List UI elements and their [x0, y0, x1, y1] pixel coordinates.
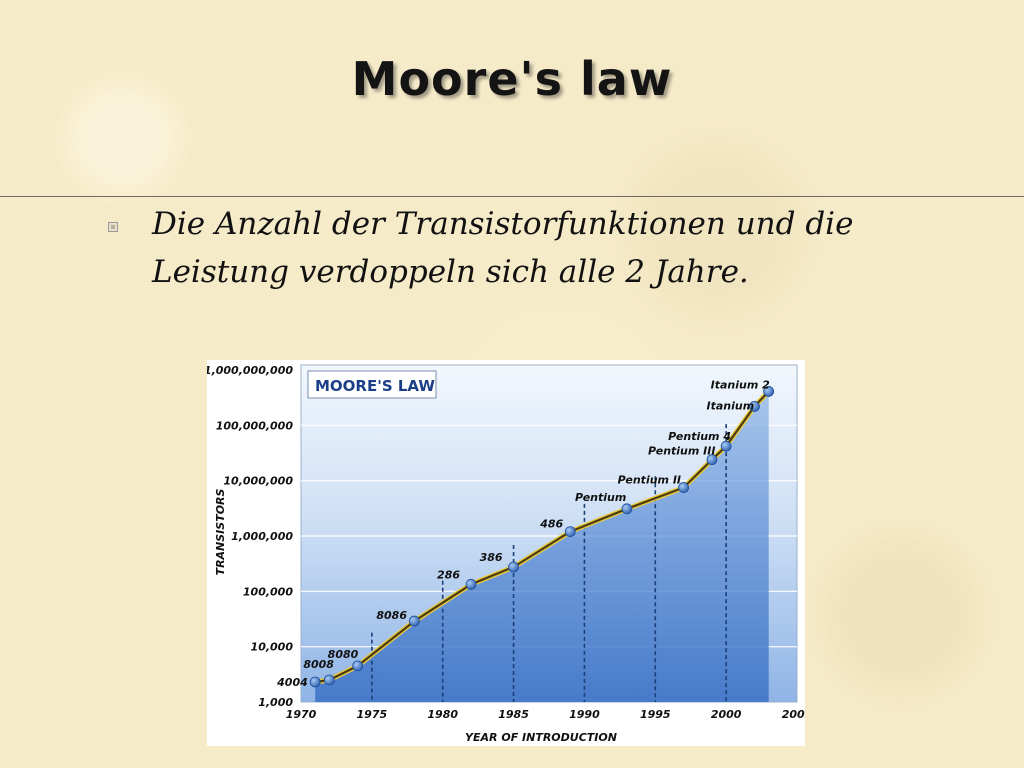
x-tick-label: 1995 [640, 708, 671, 721]
y-tick-label: 10,000 [251, 641, 294, 654]
point-label: 8080 [328, 648, 359, 661]
x-axis-label: YEAR OF INTRODUCTION [465, 731, 617, 744]
data-point-10 [720, 440, 732, 452]
y-tick-label: 100,000 [243, 585, 293, 598]
moores-law-chart: 4004 8008 8080 8086 286 386 486 Pentium Pentium … [207, 360, 805, 746]
y-tick-label: 10,000,000 [223, 475, 293, 488]
x-tick-label: 1980 [427, 708, 458, 721]
slide-title: Moore's law [351, 52, 673, 106]
y-axis-label: TRANSISTORS [214, 488, 227, 575]
point-label: 486 [539, 518, 563, 531]
x-tick-label: 2000 [711, 708, 742, 721]
chart-title-box [307, 370, 437, 399]
data-point-9 [706, 454, 718, 466]
point-label: Pentium [575, 491, 626, 504]
bullet-text: Die Anzahl der Transistorfunktionen und … [152, 206, 854, 290]
data-point-0 [309, 676, 321, 688]
y-tick-labels: 1,000 10,000 100,000 1,000,000 10,000,000 100… [207, 364, 293, 709]
x-tick-label: 1975 [357, 708, 388, 721]
data-point-2 [352, 660, 364, 672]
point-label: 8008 [303, 658, 334, 671]
point-label: Pentium II [618, 474, 681, 487]
point-label: Pentium III [648, 445, 716, 458]
point-label: 286 [437, 568, 460, 581]
x-tick-label: 2005 [782, 708, 805, 721]
y-tick-label: 100,000,000 [216, 419, 294, 432]
data-markers [309, 386, 775, 688]
y-tick-label: 1,000 [258, 696, 293, 709]
x-tick-label: 1990 [569, 708, 600, 721]
data-point-3 [408, 615, 420, 627]
point-label: Pentium 4 [668, 430, 731, 443]
point-label: 386 [480, 551, 503, 564]
title-divider [0, 196, 1024, 197]
bullet-marker-icon [108, 222, 118, 232]
y-tick-label: 1,000,000,000 [207, 364, 293, 377]
data-point-6 [564, 526, 576, 538]
data-point-12 [763, 386, 775, 397]
x-tick-label: 1970 [286, 708, 317, 721]
point-label: 4004 [276, 676, 308, 689]
data-point-4 [465, 578, 477, 590]
point-label: Itanium [706, 399, 754, 412]
data-point-1 [323, 674, 335, 686]
y-tick-label: 1,000,000 [231, 530, 293, 543]
year-drop-lines [371, 424, 727, 702]
x-tick-label: 1985 [498, 708, 529, 721]
point-label: 8086 [376, 609, 407, 622]
data-point-7 [621, 503, 633, 515]
point-label: Itanium 2 [711, 378, 770, 391]
chart-title: MOORE'S LAW [315, 377, 435, 395]
data-point-11 [749, 400, 760, 412]
x-tick-labels: 1970 1975 1980 1985 1990 1995 2000 2005 [286, 708, 805, 721]
data-point-8 [678, 482, 690, 493]
data-point-5 [508, 561, 519, 573]
